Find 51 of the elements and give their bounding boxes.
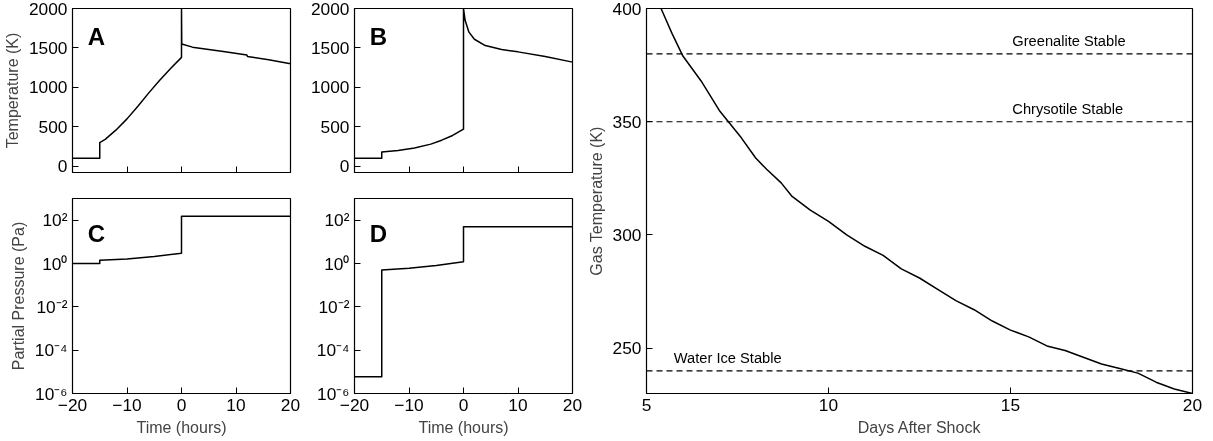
y-tick-label: 1000 <box>28 77 68 98</box>
x-tick-label: 10 <box>226 394 246 415</box>
y-tick-label: 10⁻⁴ <box>34 340 68 361</box>
x-tick-label: 20 <box>562 394 583 415</box>
y-tick-label: 300 <box>612 224 642 245</box>
y-axis-title: Temperature (K) <box>3 32 21 149</box>
y-tick-label: 1500 <box>310 37 350 58</box>
annotation: D <box>369 220 388 248</box>
y-tick-label: 10⁻⁶ <box>317 383 350 404</box>
y-tick-label: 10² <box>324 210 350 231</box>
x-tick-label: −10 <box>394 394 424 415</box>
ref-line-label: Chrysotile Stable <box>1012 100 1124 117</box>
y-tick-label: 10⁻⁴ <box>316 340 350 361</box>
y-tick-label: 250 <box>612 338 642 359</box>
x-tick-label: 10 <box>508 394 528 415</box>
annotation: C <box>87 220 106 248</box>
y-tick-label: 10⁰ <box>324 253 350 274</box>
y-tick-label: 10² <box>42 210 68 231</box>
y-tick-label: 1000 <box>310 77 350 98</box>
y-tick-label: 10⁻² <box>36 296 68 317</box>
x-tick-label: −10 <box>112 394 142 415</box>
ref-line-label: Greenalite Stable <box>1012 32 1126 49</box>
x-tick-label: 10 <box>818 394 839 415</box>
x-tick-label: 0 <box>176 394 187 415</box>
x-tick-label: 20 <box>1182 394 1203 415</box>
x-axis-title: Days After Shock <box>857 418 982 436</box>
y-tick-label: 10⁻⁶ <box>35 383 68 404</box>
y-tick-label: 0 <box>57 156 68 177</box>
y-tick-label: 500 <box>320 116 350 137</box>
y-tick-label: 1500 <box>28 37 68 58</box>
line-series <box>354 225 573 378</box>
x-tick-label: 15 <box>1000 394 1021 415</box>
line-series <box>72 8 291 160</box>
y-tick-label: 400 <box>612 0 642 19</box>
y-tick-label: 10⁰ <box>42 253 68 274</box>
x-tick-label: 0 <box>458 394 469 415</box>
y-tick-label: 10⁻² <box>318 296 350 317</box>
x-tick-label: 20 <box>280 394 301 415</box>
y-tick-label: 2000 <box>310 0 350 19</box>
y-tick-label: 2000 <box>28 0 68 19</box>
y-axis-title: Gas Temperature (K) <box>587 126 605 276</box>
annotation: B <box>369 22 388 50</box>
y-tick-label: 0 <box>339 156 350 177</box>
x-axis-title: Time (hours) <box>418 418 509 436</box>
ref-line-label: Water Ice Stable <box>673 349 782 366</box>
annotation: A <box>87 22 106 50</box>
y-tick-label: 500 <box>38 116 68 137</box>
x-tick-label: 5 <box>641 394 652 415</box>
x-axis-title: Time (hours) <box>136 418 227 436</box>
y-axis-title: Partial Pressure (Pa) <box>9 221 27 371</box>
y-tick-label: 350 <box>612 111 642 132</box>
